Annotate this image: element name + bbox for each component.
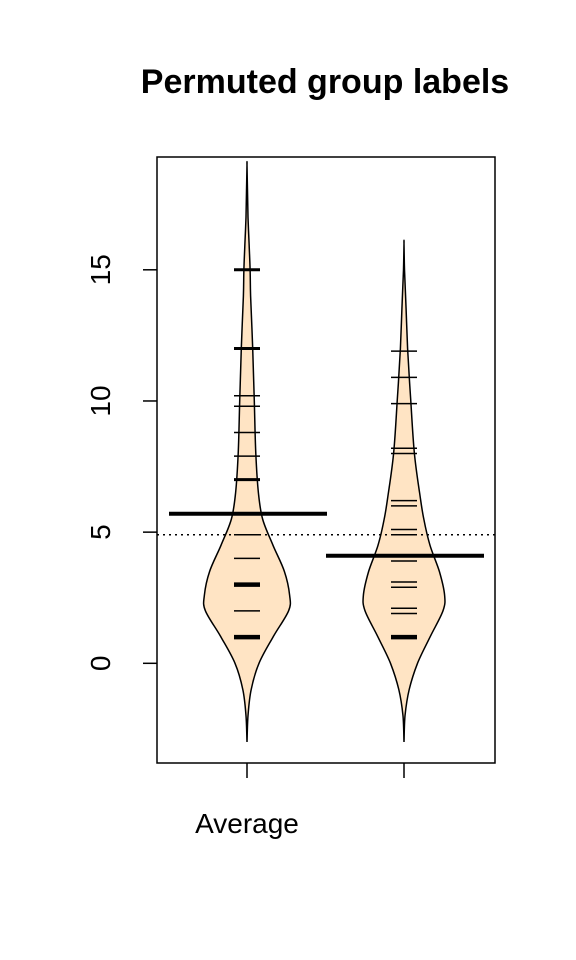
bean-shape-1 <box>202 160 292 743</box>
x-tick-label-1: Average <box>195 808 299 839</box>
y-tick-label-3: 10 <box>85 385 116 416</box>
axes-layer: 0 5 10 15 Average <box>85 156 496 839</box>
plot-frame <box>156 156 496 764</box>
y-tick-label-1: 0 <box>85 656 116 672</box>
y-tick-label-4: 15 <box>85 254 116 285</box>
y-tick-label-2: 5 <box>85 524 116 540</box>
beans-layer <box>157 160 495 743</box>
chart-title: Permuted group labels <box>141 63 509 101</box>
bean-shape-2 <box>362 239 446 743</box>
